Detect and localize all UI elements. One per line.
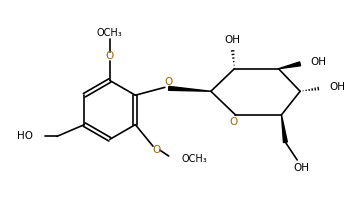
Text: O: O [229, 117, 238, 127]
Text: O: O [164, 77, 173, 87]
Polygon shape [281, 115, 287, 143]
Text: OH: OH [225, 35, 240, 45]
Text: OH: OH [293, 163, 309, 173]
Text: HO: HO [17, 131, 33, 141]
Text: OH: OH [330, 82, 346, 92]
Text: O: O [153, 145, 161, 155]
Text: OCH₃: OCH₃ [181, 154, 207, 164]
Polygon shape [279, 62, 301, 69]
Polygon shape [169, 86, 211, 91]
Text: O: O [106, 51, 114, 61]
Text: OCH₃: OCH₃ [97, 28, 123, 38]
Text: OH: OH [310, 57, 326, 67]
